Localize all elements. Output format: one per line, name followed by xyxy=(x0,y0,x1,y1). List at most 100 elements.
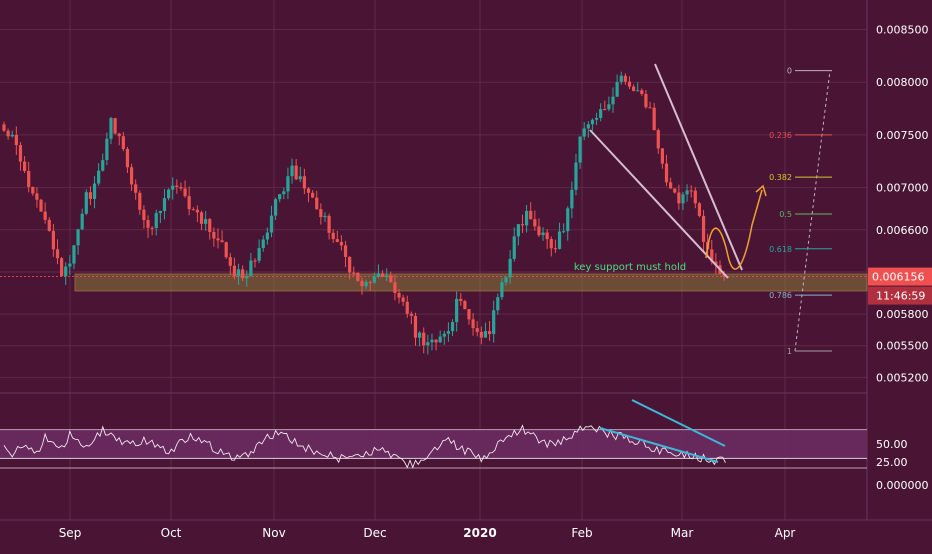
candle-body xyxy=(397,292,401,298)
candle-body xyxy=(413,315,418,338)
rsi-line xyxy=(3,424,726,469)
candle-body xyxy=(574,162,578,190)
candle-body xyxy=(623,75,627,82)
price-tick-label: 0.005200 xyxy=(876,371,929,384)
candle-body xyxy=(117,133,121,137)
candle-body xyxy=(701,215,706,242)
candle-body xyxy=(72,245,76,264)
candle-body xyxy=(134,184,138,193)
candle-body xyxy=(611,96,615,105)
candle-body xyxy=(39,199,43,212)
candle-body xyxy=(31,186,35,194)
price-tick-label: 0.006600 xyxy=(876,224,929,237)
candle-body xyxy=(520,224,525,226)
candle-body xyxy=(335,239,339,243)
candle-body xyxy=(368,282,372,284)
candle-body xyxy=(187,196,191,210)
candle-body xyxy=(467,309,471,320)
candle-body xyxy=(22,161,27,171)
candle-body xyxy=(455,298,459,323)
candle-body xyxy=(714,261,718,266)
candle-body xyxy=(51,230,55,250)
candle-body xyxy=(68,263,72,267)
candle-body xyxy=(442,333,446,337)
candle-body xyxy=(331,232,335,240)
candle-body xyxy=(450,322,455,332)
candle-body xyxy=(385,275,389,277)
time-tick-label: Apr xyxy=(775,526,796,540)
candle-body xyxy=(475,328,479,332)
wedge-lower-line xyxy=(589,129,729,279)
candle-body xyxy=(220,240,224,243)
candle-body xyxy=(212,231,216,239)
candle-body xyxy=(685,190,689,195)
candle-body xyxy=(204,219,208,224)
candle-body xyxy=(360,280,364,287)
candle-body xyxy=(27,170,31,187)
candle-body xyxy=(438,336,442,343)
candle-body xyxy=(656,130,660,149)
candle-body xyxy=(557,231,562,249)
candle-body xyxy=(278,194,282,200)
candle-body xyxy=(191,209,195,211)
candle-body xyxy=(599,109,603,118)
candle-body xyxy=(105,138,109,161)
candle-body xyxy=(356,272,360,281)
candle-body xyxy=(43,211,47,220)
candle-body xyxy=(636,90,640,92)
candle-body xyxy=(84,192,88,214)
candle-body xyxy=(92,183,97,199)
candle-body xyxy=(245,276,249,279)
fib-level-label: 0.382 xyxy=(769,173,792,182)
candle-body xyxy=(6,130,10,137)
countdown-value: 11:46:59 xyxy=(876,290,925,303)
price-tick-label: 0.007500 xyxy=(876,129,929,142)
candle-body xyxy=(631,86,636,91)
candle-body xyxy=(158,210,162,214)
projection-arrow xyxy=(755,184,767,197)
candle-body xyxy=(339,242,344,246)
time-tick-label: Mar xyxy=(671,526,694,540)
price-tick-label: 0.008500 xyxy=(876,24,929,37)
candle-body xyxy=(348,256,352,273)
candle-body xyxy=(14,134,18,146)
time-tick-label: Oct xyxy=(161,526,182,540)
wedge-upper-line xyxy=(654,63,743,271)
candle-body xyxy=(311,192,315,198)
candle-body xyxy=(88,192,93,199)
candle-body xyxy=(673,188,677,193)
candle-body xyxy=(282,191,286,195)
candle-body xyxy=(97,170,101,184)
candle-body xyxy=(697,203,702,216)
candle-body xyxy=(401,297,405,302)
candle-body xyxy=(146,220,150,228)
candle-body xyxy=(372,276,376,283)
price-tick-label: 0.005500 xyxy=(876,340,929,353)
fib-level-label: 0.5 xyxy=(779,210,792,219)
candle-body xyxy=(154,213,158,228)
candle-body xyxy=(315,197,319,210)
candle-body xyxy=(681,194,685,204)
candle-body xyxy=(249,260,253,277)
time-tick-label: Feb xyxy=(571,526,592,540)
rsi-trend-upper xyxy=(631,399,726,447)
candle-body xyxy=(380,273,385,277)
candle-body xyxy=(487,331,492,335)
candle-body xyxy=(269,215,274,233)
price-tick-label: 0.007000 xyxy=(876,182,929,195)
candle-body xyxy=(553,248,558,250)
candle-body xyxy=(627,81,632,87)
candle-body xyxy=(669,182,673,189)
candle-body xyxy=(537,226,541,236)
candle-body xyxy=(195,209,200,213)
candle-body xyxy=(364,282,368,287)
candle-body xyxy=(504,277,508,283)
candle-body xyxy=(541,232,545,236)
candle-body xyxy=(257,248,261,261)
candle-body xyxy=(578,136,582,163)
candle-body xyxy=(570,189,574,209)
candle-body xyxy=(434,339,438,343)
candle-body xyxy=(60,258,64,277)
candle-body xyxy=(446,331,451,334)
